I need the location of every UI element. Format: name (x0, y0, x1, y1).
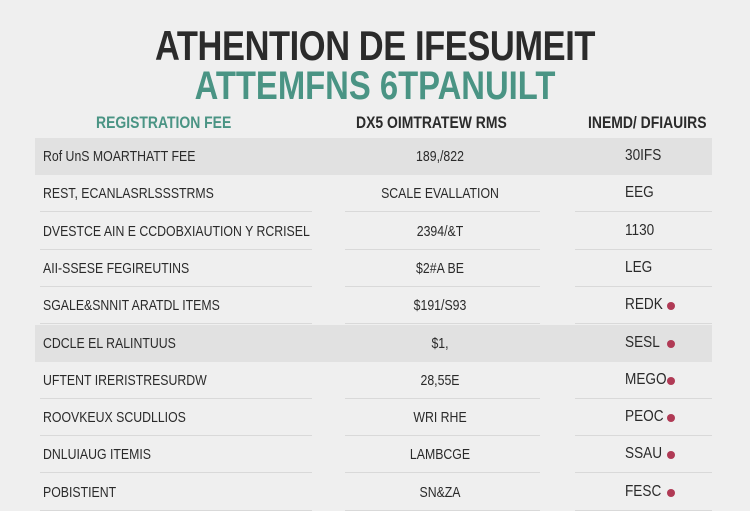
row-divider (40, 472, 312, 474)
fee-name: DVESTCE AIN E CCDOBXIAUTION Y RCRISEL (43, 222, 310, 240)
row-divider (40, 248, 312, 250)
row-divider (345, 285, 540, 287)
fee-amount: 2394/&T (416, 222, 464, 240)
row-divider (575, 472, 712, 474)
fee-name: ROOVKEUX SCUDLLIOS (43, 409, 186, 427)
row-divider (345, 248, 540, 250)
row-divider (40, 285, 312, 287)
row-divider (345, 472, 540, 474)
status-dot-icon (667, 302, 675, 311)
row-divider (345, 323, 540, 325)
fee-status: SSAU (625, 445, 663, 463)
table-row[interactable]: DVESTCE AIN E CCDOBXIAUTION Y RCRISEL 239… (35, 213, 712, 250)
status-dot-icon (667, 376, 675, 385)
status-dot-icon (667, 414, 675, 423)
column-header-status: INEMD/ DFIAUIRS (588, 113, 707, 132)
status-dot-icon (667, 339, 675, 348)
table-row[interactable]: AII-SSESE FEGIREUTINS $2#A BE LEG (35, 250, 712, 287)
table-row[interactable]: REST, ECANLASRLSSSTRMS SCALE EVALLATION EE… (35, 175, 712, 213)
fee-status: FESC (625, 482, 662, 500)
row-divider (40, 397, 312, 399)
column-header-registration-fee: REGISTRATION FEE (96, 113, 232, 132)
row-divider (345, 435, 540, 437)
page-subtitle: ATTEMFNS 6TPANUILT (194, 64, 556, 108)
fee-status: MEGO (625, 370, 667, 388)
fee-amount: WRI RHE (413, 409, 467, 427)
page-title: ATHENTION DE IFESUMEIT (155, 22, 595, 69)
column-header-amount: DX5 OIMTRATEW RMS (356, 113, 507, 132)
fee-name: REST, ECANLASRLSSSTRMS (43, 185, 214, 203)
fee-status: PEOC (625, 408, 664, 426)
row-divider (575, 397, 712, 399)
table-row[interactable]: POBISTIENT SN&ZA FESC (35, 474, 712, 511)
fee-name: SGALE&SNNIT ARATDL ITEMS (43, 297, 220, 315)
fee-amount: 189,/822 (416, 148, 464, 165)
table-row[interactable]: UFTENT IRERISTRESURDW 28,55E MEGO (35, 362, 712, 399)
row-divider (575, 285, 712, 287)
fee-status: EEG (625, 184, 654, 202)
table-row[interactable]: SGALE&SNNIT ARATDL ITEMS $191/S93 REDK (35, 287, 712, 325)
fee-name: DNLUIAUG ITEMIS (43, 446, 151, 464)
fee-name: CDCLE EL RALINTUUS (43, 334, 176, 352)
row-divider (40, 211, 312, 213)
row-divider (575, 248, 712, 250)
fee-amount: SCALE EVALLATION (381, 185, 499, 203)
fee-amount: $1, (431, 334, 449, 352)
row-divider (345, 211, 540, 213)
fee-name: UFTENT IRERISTRESURDW (43, 371, 207, 389)
row-divider (40, 323, 312, 325)
row-divider (575, 435, 712, 437)
row-divider (575, 323, 712, 325)
fee-amount: SN&ZA (419, 483, 461, 501)
fee-status: 30IFS (625, 147, 662, 164)
fee-name: Rof UnS MOARTHATT FEE (43, 148, 196, 165)
status-dot-icon (667, 488, 675, 497)
fee-status: SESL (625, 333, 660, 351)
table-row[interactable]: ROOVKEUX SCUDLLIOS WRI RHE PEOC (35, 399, 712, 437)
fee-amount: LAMBCGE (409, 446, 471, 464)
table-row[interactable]: DNLUIAUG ITEMIS LAMBCGE SSAU (35, 436, 712, 474)
fee-name: POBISTIENT (43, 483, 117, 501)
fee-amount: $191/S93 (413, 297, 467, 315)
fee-name: AII-SSESE FEGIREUTINS (43, 259, 190, 277)
row-divider (40, 435, 312, 437)
row-divider (575, 211, 712, 213)
status-dot-icon (667, 451, 675, 460)
row-divider (345, 397, 540, 399)
table-row[interactable]: Rof UnS MOARTHATT FEE 189,/822 30IFS (35, 138, 712, 175)
fee-status: 1130 (625, 221, 655, 239)
table-row[interactable]: CDCLE EL RALINTUUS $1, SESL (35, 324, 712, 362)
fee-amount: $2#A BE (416, 259, 464, 277)
fee-amount: 28,55E (420, 371, 460, 389)
fee-status: LEG (625, 258, 653, 276)
fee-status: REDK (625, 296, 663, 314)
